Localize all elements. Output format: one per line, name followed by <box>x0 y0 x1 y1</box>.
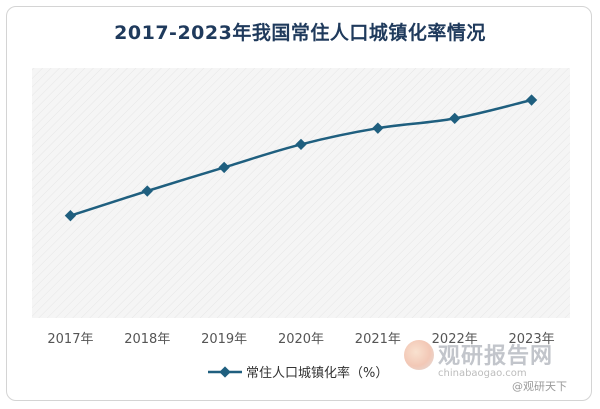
x-tick-label: 2019年 <box>201 332 247 347</box>
watermark-brand: 观研报告网 <box>438 344 554 369</box>
x-tick-label: 2022年 <box>432 332 478 347</box>
watermark-url: chinabaogao.com <box>438 368 527 379</box>
legend-label: 常住人口城镇化率（%） <box>246 365 388 381</box>
watermark-logo-icon <box>404 340 434 370</box>
watermark-credit: @观研天下 <box>512 380 567 393</box>
plot-area-hatch <box>32 68 570 318</box>
x-axis: 2017年 2018年 2019年 2020年 2021年 2022年 2023年 <box>47 332 554 347</box>
x-tick-label: 2018年 <box>124 332 170 347</box>
x-tick-label: 2020年 <box>278 332 324 347</box>
legend: 常住人口城镇化率（%） <box>208 365 388 381</box>
data-point-4 <box>295 138 307 151</box>
x-tick-label: 2021年 <box>355 332 401 347</box>
chart-title: 2017-2023年我国常住人口城镇化率情况 <box>114 22 486 44</box>
x-tick-label: 2017年 <box>47 332 93 347</box>
watermark: 观研报告网 chinabaogao.com @观研天下 <box>404 338 592 394</box>
legend-swatch-marker <box>219 366 231 378</box>
x-tick-label: 2023年 <box>509 332 555 347</box>
data-point-2 <box>141 185 153 197</box>
data-point-3 <box>218 161 230 174</box>
